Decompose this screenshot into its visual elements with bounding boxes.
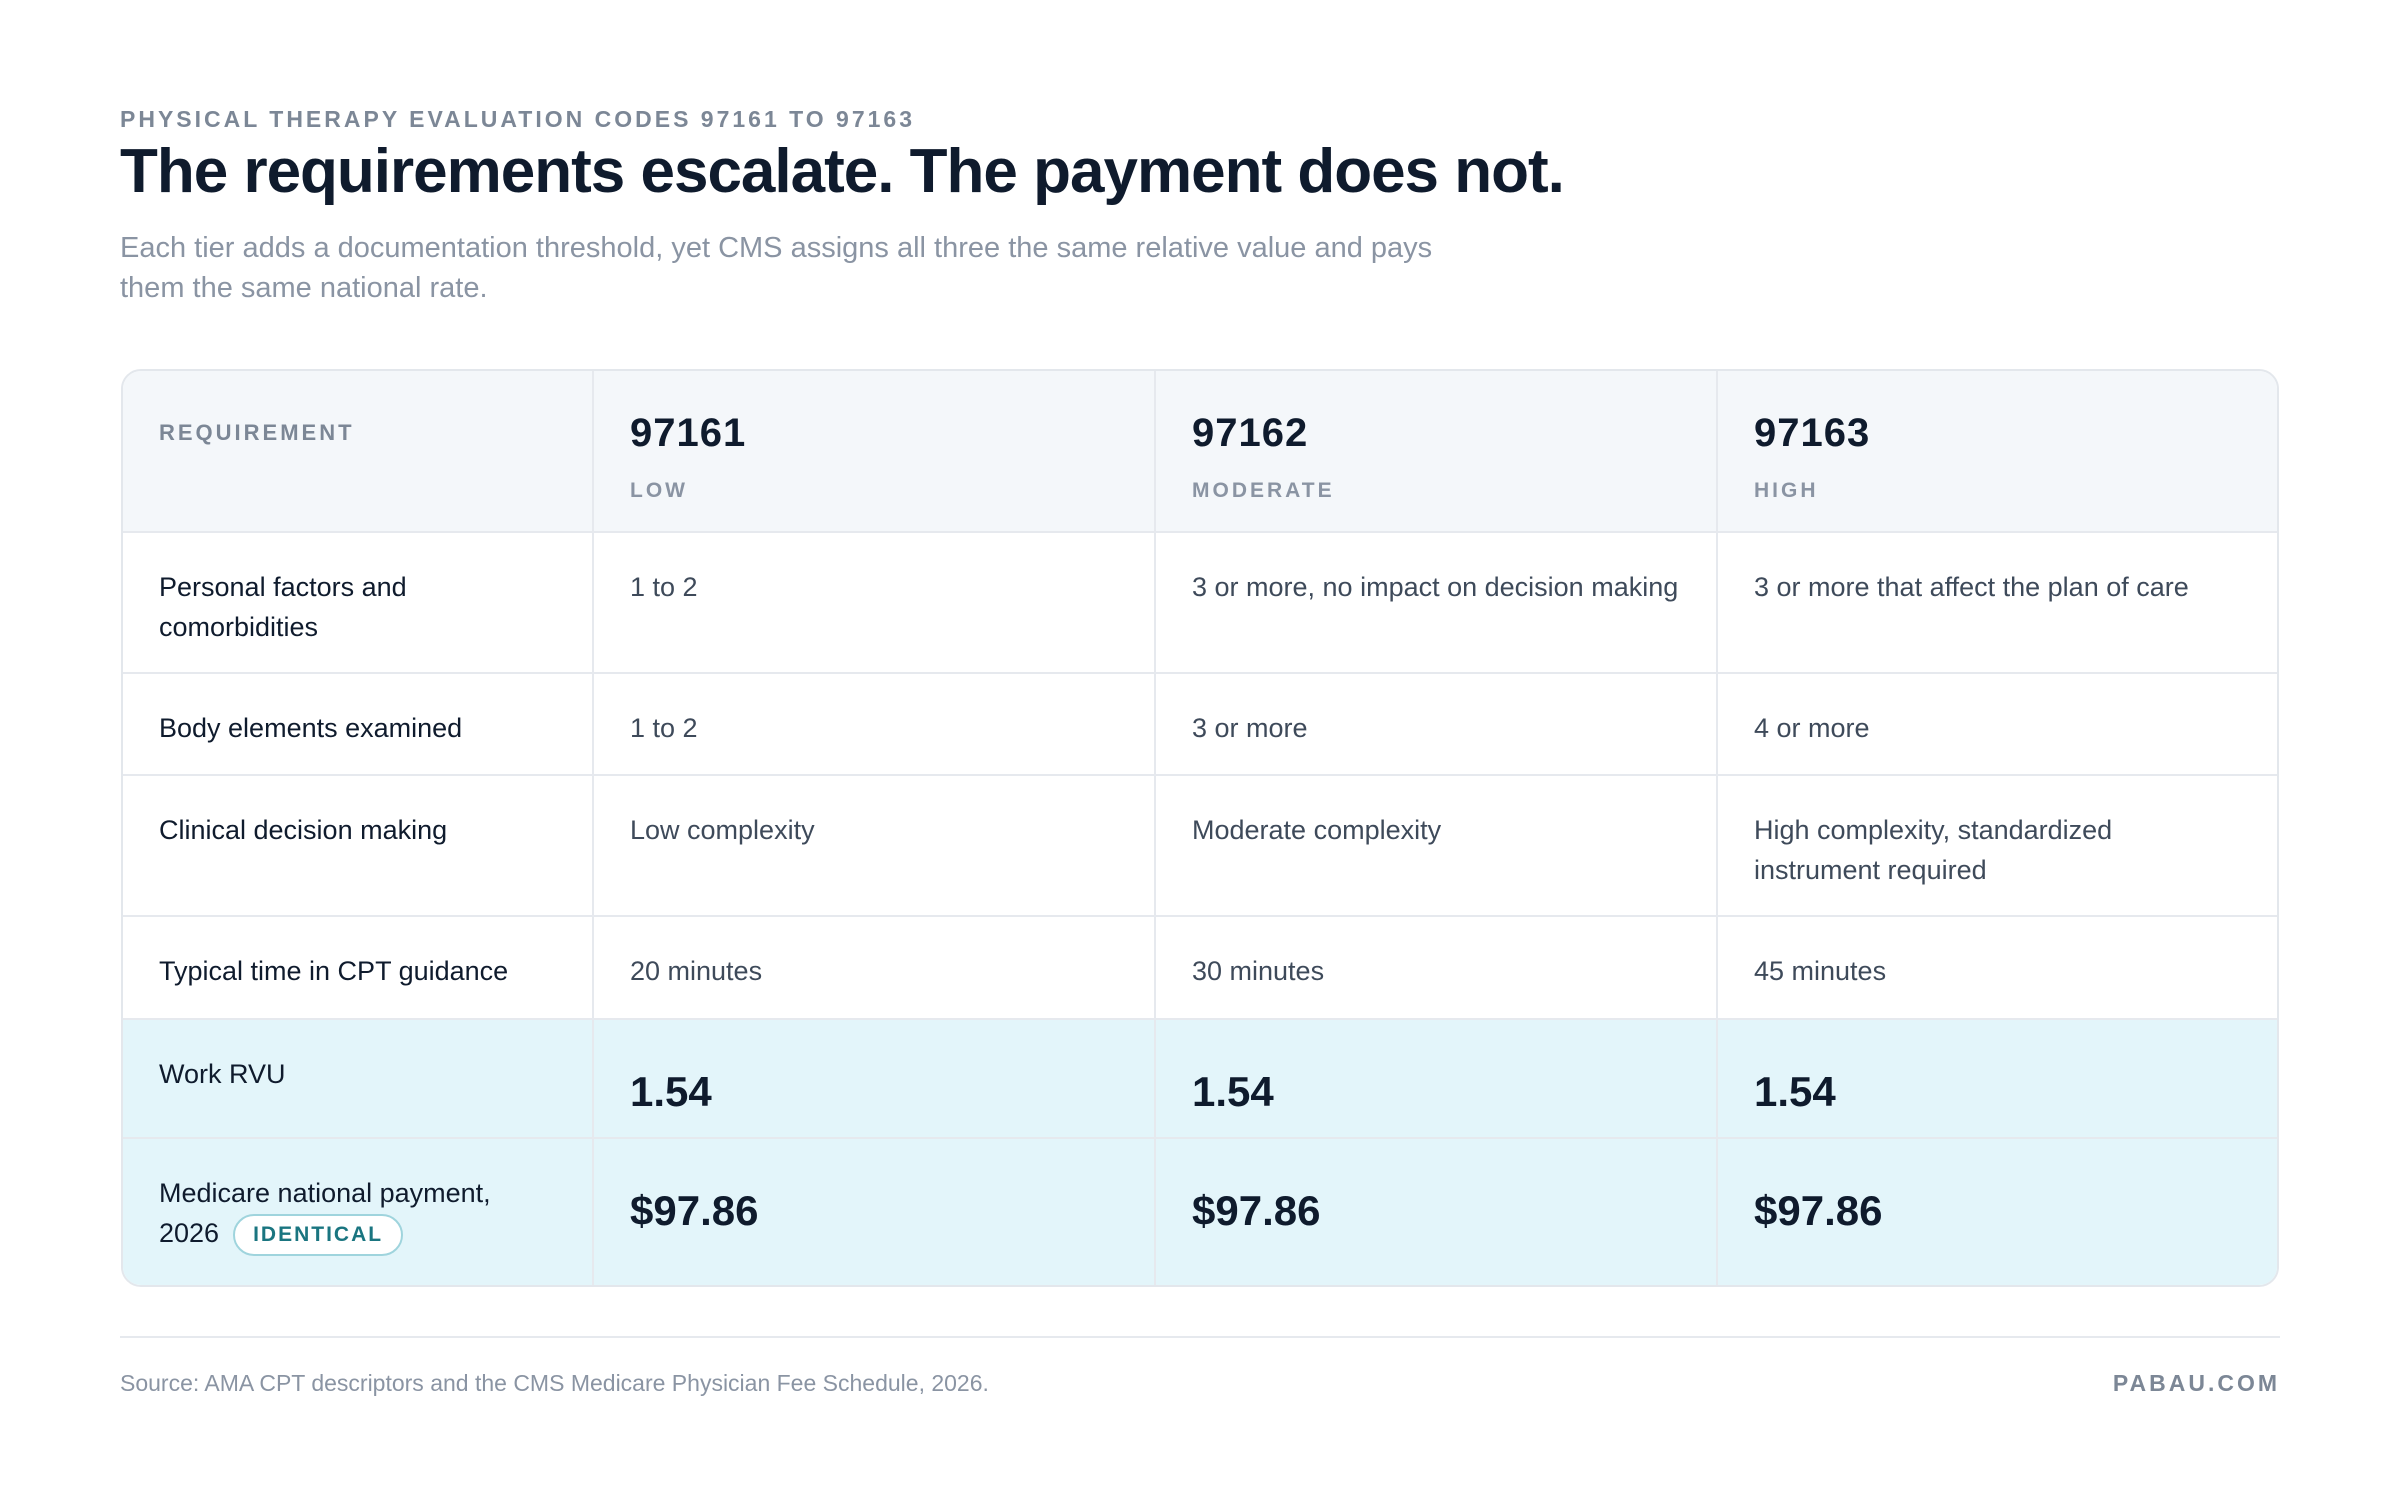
cell-value: 30 minutes <box>1192 956 1325 986</box>
code: 97163 <box>1754 411 1871 455</box>
row-label: Work RVU <box>159 1059 286 1089</box>
cell-value: $97.86 <box>1754 1187 1883 1234</box>
value-cell: $97.86 <box>1156 1139 1718 1285</box>
cell-value: 1 to 2 <box>630 572 698 602</box>
value-cell: 4 or more <box>1718 674 2277 776</box>
row-label-cell: Personal factors and comorbidities <box>123 533 594 674</box>
value-cell: Low complexity <box>594 776 1156 917</box>
value-cell: 30 minutes <box>1156 917 1718 1020</box>
tier: MODERATE <box>1192 479 1335 502</box>
cell-value: 3 or more, no impact on decision making <box>1192 572 1679 602</box>
source-note: Source: AMA CPT descriptors and the CMS … <box>120 1370 989 1396</box>
eyebrow: PHYSICAL THERAPY EVALUATION CODES 97161 … <box>120 106 916 132</box>
brand: PABAU.COM <box>2112 1370 2280 1396</box>
value-cell: 1 to 2 <box>594 533 1156 674</box>
value-cell: $97.86 <box>1718 1139 2277 1285</box>
header-cell: REQUIREMENT <box>123 371 594 533</box>
row-label-cell: Body elements examined <box>123 674 594 776</box>
value-cell: 3 or more that affect the plan of care <box>1718 533 2277 674</box>
cell-value: 20 minutes <box>630 956 763 986</box>
row-label: Body elements examined <box>159 713 463 743</box>
value-cell: 20 minutes <box>594 917 1156 1020</box>
cell-value: Moderate complexity <box>1192 815 1442 845</box>
cell-value: 1.54 <box>630 1068 712 1115</box>
header-cell: 97162 MODERATE <box>1156 371 1718 533</box>
header-cell: 97163 HIGH <box>1718 371 2277 533</box>
value-cell: 3 or more <box>1156 674 1718 776</box>
cell-value: 1 to 2 <box>630 713 698 743</box>
row-label: Clinical decision making <box>159 815 448 845</box>
row-label-cell: Clinical decision making <box>123 776 594 917</box>
cell-value: $97.86 <box>1192 1187 1321 1234</box>
value-cell: 45 minutes <box>1718 917 2277 1020</box>
tier: LOW <box>630 479 688 502</box>
cell-value: Low complexity <box>630 815 815 845</box>
cell-value: 45 minutes <box>1754 956 1887 986</box>
row-label-cell: Typical time in CPT guidance <box>123 917 594 1020</box>
value-cell: High complexity, standardized instrument… <box>1718 776 2277 917</box>
value-cell: Moderate complexity <box>1156 776 1718 917</box>
row-label: Typical time in CPT guidance <box>159 956 509 986</box>
cell-value: 1.54 <box>1754 1068 1836 1115</box>
value-cell: 3 or more, no impact on decision making <box>1156 533 1718 674</box>
comparison-table: REQUIREMENT 97161 LOW 97162 MODERATE 97163 HIG… <box>121 369 2279 1287</box>
row-label-cell: Work RVU <box>123 1020 594 1139</box>
cell-value: High complexity, standardized instrument… <box>1754 815 2113 885</box>
row-label: Personal factors and comorbidities <box>159 572 407 642</box>
header-label: REQUIREMENT <box>159 420 355 445</box>
header-cell: 97161 LOW <box>594 371 1156 533</box>
code: 97161 <box>630 411 747 455</box>
badge: IDENTICAL <box>233 1213 404 1256</box>
cell-value: 3 or more <box>1192 713 1308 743</box>
subtitle: Each tier adds a documentation threshold… <box>120 232 1433 304</box>
cell-value: 4 or more <box>1754 713 1870 743</box>
cell-value: $97.86 <box>630 1187 759 1234</box>
value-cell: 1.54 <box>1718 1020 2277 1139</box>
code: 97162 <box>1192 411 1309 455</box>
row-label-cell: Medicare national payment, 2026 IDENTICAL <box>123 1139 594 1285</box>
value-cell: $97.86 <box>594 1139 1156 1285</box>
cell-value: 3 or more that affect the plan of care <box>1754 572 2189 602</box>
value-cell: 1.54 <box>1156 1020 1718 1139</box>
divider <box>120 1336 2280 1338</box>
row-label: Medicare national payment, 2026 <box>159 1178 491 1248</box>
value-cell: 1 to 2 <box>594 674 1156 776</box>
cell-value: 1.54 <box>1192 1068 1274 1115</box>
title: The requirements escalate. The payment d… <box>120 137 1565 206</box>
value-cell: 1.54 <box>594 1020 1156 1139</box>
tier: HIGH <box>1754 479 1819 502</box>
